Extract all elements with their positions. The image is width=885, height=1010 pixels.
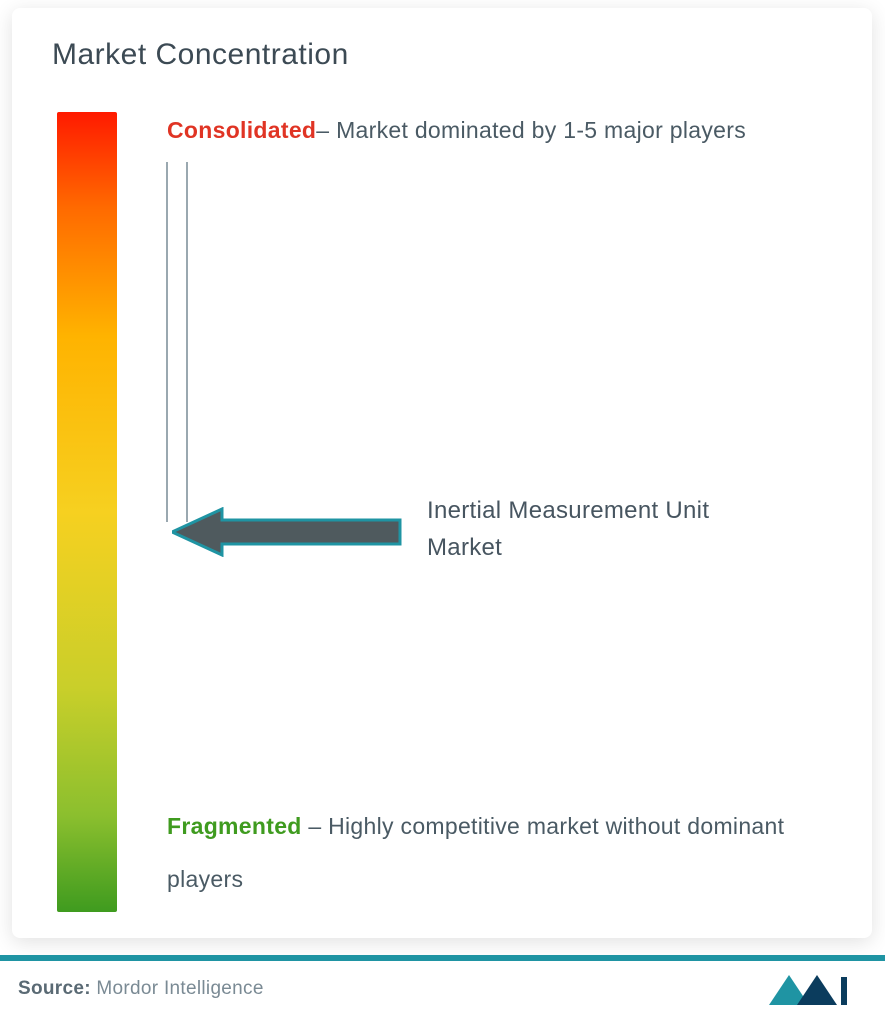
source-label: Source: [18,978,91,999]
fragmented-word: Fragmented [167,813,302,839]
source-text: Source: Mordor Intelligence [18,978,264,1000]
footer-bar: Source: Mordor Intelligence [0,955,885,1010]
bracket-lines [147,162,217,542]
market-position-label: Inertial Measurement Unit Market [427,492,747,566]
consolidated-desc: – Market dominated by 1-5 major players [316,117,746,143]
consolidated-word: Consolidated [167,117,316,143]
concentration-gradient-bar [57,112,117,912]
marker-arrow-icon [172,507,402,557]
consolidated-label: Consolidated– Market dominated by 1-5 ma… [167,104,867,157]
brand-logo-icon [767,971,857,1007]
content-area: Consolidated– Market dominated by 1-5 ma… [57,112,827,912]
card-title: Market Concentration [52,38,827,72]
fragmented-label: Fragmented – Highly competitive market w… [167,800,867,906]
infographic-card: Market Concentration Consolidated– Marke… [12,8,872,938]
source-value: Mordor Intelligence [91,978,264,999]
footer-inner: Source: Mordor Intelligence [0,961,885,1007]
